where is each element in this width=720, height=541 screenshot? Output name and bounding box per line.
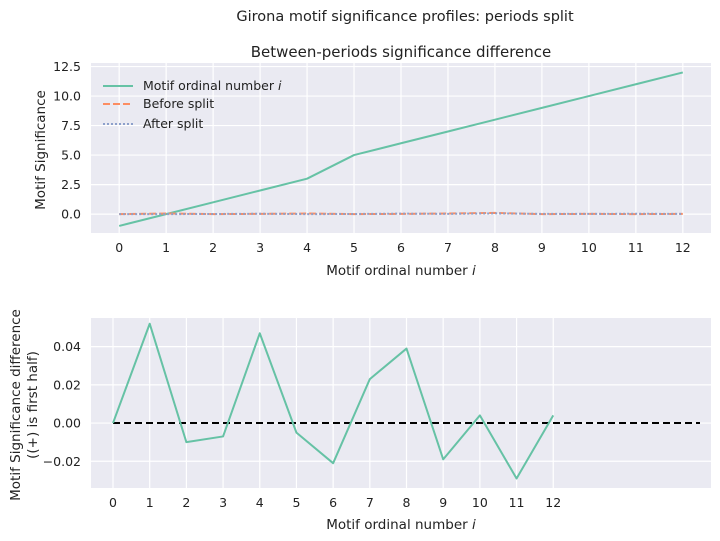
legend-label-series-0-text: Motif ordinal number: [143, 78, 278, 93]
top-x-tick-label: 1: [162, 240, 170, 255]
top-x-tick-label: 7: [444, 240, 452, 255]
legend-label-series-0: Motif ordinal number i: [143, 78, 282, 93]
top-x-tick-label: 2: [209, 240, 217, 255]
top-y-axis-label: Motif Significance: [33, 90, 49, 210]
bottom-plot-area: [91, 318, 711, 488]
top-x-tick-label: 9: [538, 240, 546, 255]
top-y-tick-label: 7.5: [61, 118, 81, 133]
bottom-x-axis-label-text: Motif ordinal number: [326, 517, 472, 533]
bottom-x-tick-label: 4: [256, 495, 264, 510]
bottom-subplot: 0 1 2 3 4 5 6 7 8 9 10 11 12 −0.020.000.020.04 Motif…: [8, 309, 711, 533]
bottom-x-tick-label: 7: [366, 495, 374, 510]
bottom-x-axis-label-italic: i: [472, 517, 476, 533]
top-x-tick-label: 0: [115, 240, 123, 255]
top-y-tick-label: 2.5: [61, 177, 81, 192]
bottom-x-tick-label: 5: [292, 495, 300, 510]
bottom-y-tick-label: 0.02: [53, 377, 81, 392]
bottom-y-tick-label: 0.04: [53, 339, 81, 354]
top-x-tick-label: 4: [303, 240, 311, 255]
bottom-x-tick-label: 0: [109, 495, 117, 510]
bottom-x-tick-label: 3: [219, 495, 227, 510]
top-x-tick-label: 8: [491, 240, 499, 255]
bottom-x-tick-label: 8: [403, 495, 411, 510]
top-x-tick-label: 12: [675, 240, 691, 255]
top-y-tick-label: 0.0: [61, 207, 81, 222]
bottom-x-tick-label: 9: [439, 495, 447, 510]
bottom-y-axis-label-line1: Motif Significance difference: [8, 309, 24, 501]
top-series-lines: [118, 71, 684, 227]
top-subplot-title: Between-periods significance difference: [251, 43, 552, 61]
top-x-tick-label: 10: [581, 240, 597, 255]
top-y-tick-label: 12.5: [53, 59, 81, 74]
top-y-tick-labels: 0.0 2.5 5.0 7.5 10.0 12.5: [53, 59, 81, 222]
legend-label-series-0-italic: i: [278, 78, 282, 93]
top-y-tick-label: 5.0: [61, 148, 81, 163]
bottom-x-axis-label: Motif ordinal number i: [326, 517, 476, 533]
top-x-tick-labels: 0 1 2 3 4 5 6 7 8 9 10 11 12: [115, 240, 691, 255]
top-x-axis-label-italic: i: [472, 263, 476, 279]
top-x-tick-label: 5: [350, 240, 358, 255]
top-subplot: Between-periods significance difference …: [33, 43, 711, 279]
legend-label-series-1: Before split: [143, 96, 214, 111]
bottom-y-axis-label-line2: ((+) is first half): [25, 351, 41, 459]
bottom-x-tick-label: 10: [472, 495, 488, 510]
bottom-x-tick-label: 11: [509, 495, 525, 510]
legend: Motif ordinal number i Before split Afte…: [103, 78, 282, 131]
bottom-x-tick-label: 2: [182, 495, 190, 510]
figure-suptitle: Girona motif significance profiles: peri…: [236, 9, 574, 25]
bottom-x-tick-label: 6: [329, 495, 337, 510]
bottom-x-tick-label: 12: [545, 495, 561, 510]
top-x-tick-label: 6: [397, 240, 405, 255]
top-y-tick-label: 10.0: [53, 89, 81, 104]
bottom-series-lines: [112, 322, 700, 480]
top-x-tick-label: 3: [256, 240, 264, 255]
bottom-x-tick-label: 1: [146, 495, 154, 510]
bottom-x-tick-labels: 0 1 2 3 4 5 6 7 8 9 10 11 12: [109, 495, 561, 510]
bottom-y-tick-label: 0.00: [53, 416, 81, 431]
legend-label-series-2: After split: [143, 116, 203, 131]
top-x-axis-label: Motif ordinal number i: [326, 263, 476, 279]
top-grid: [91, 63, 711, 233]
bottom-y-tick-labels: −0.02 0.00 0.02 0.04: [43, 339, 81, 469]
bottom-y-tick-label: −0.02: [43, 454, 81, 469]
top-x-tick-label: 11: [628, 240, 644, 255]
top-x-axis-label-text: Motif ordinal number: [326, 263, 472, 279]
